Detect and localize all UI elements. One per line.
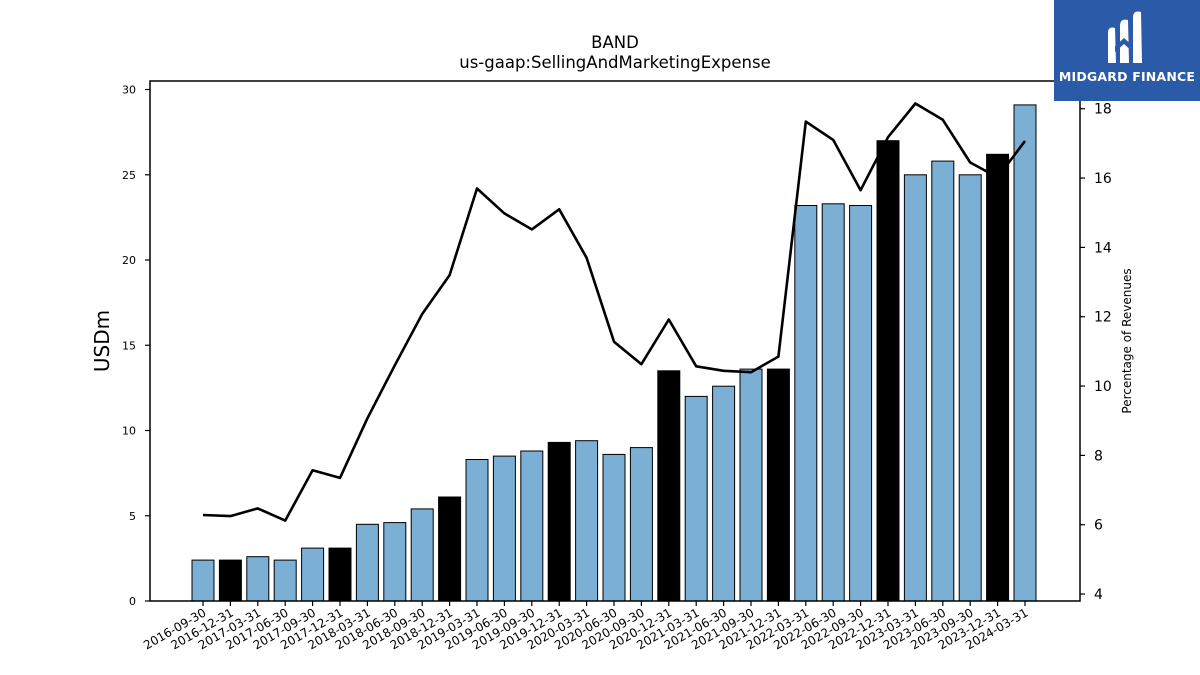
y-right-tick-label: 14 [1094,240,1112,256]
bar-2021-03-31 [684,395,708,602]
y-right-tick-label: 8 [1094,448,1103,464]
y-left-tick-label: 15 [122,339,136,352]
bar-2018-12-31 [438,496,462,602]
y-left-tick-label: 10 [122,425,136,438]
line-layer [202,102,1027,522]
bar-2017-12-31 [328,547,352,602]
bar-2016-09-30 [191,559,215,602]
bar-2019-09-30 [520,450,544,602]
y-right-tick-label: 12 [1094,310,1112,326]
bar-2017-03-31 [246,556,270,602]
bar-2019-06-30 [492,455,516,602]
bar-2021-12-31 [766,368,790,602]
chart-subtitle: us-gaap:SellingAndMarketingExpense [459,53,771,72]
bar-2023-03-31 [903,174,927,602]
bar-2021-09-30 [739,368,763,602]
midgard-finance-logo: MIDGARD FINANCE [1054,0,1200,101]
bar-2018-09-30 [410,508,434,602]
bar-2019-03-31 [465,459,489,602]
bar-2022-12-31 [876,140,900,602]
logo-mark-icon [1108,11,1142,64]
revenue-percentage-line [202,102,1027,522]
y-right-tick-label: 6 [1094,518,1103,534]
logo-text: MIDGARD FINANCE [1058,69,1196,84]
y-right-tick-label: 18 [1094,102,1112,118]
y-left-tick-label: 0 [129,595,136,608]
bar-2023-06-30 [931,160,955,602]
bar-2017-06-30 [273,559,297,602]
bar-2018-06-30 [383,522,407,602]
bar-2020-12-31 [657,370,681,602]
y-axis-left-label: USDm [90,310,114,372]
bars [191,104,1037,602]
plot-frame [149,80,1081,602]
bar-2019-12-31 [547,441,571,602]
bar-2023-09-30 [958,174,982,602]
y-right-tick-label: 16 [1094,171,1112,187]
bar-2022-03-31 [794,205,818,602]
y-left-tick-label: 20 [122,254,136,267]
bar-2016-12-31 [218,559,242,602]
bar-2017-09-30 [301,547,325,602]
bar-2020-03-31 [575,440,599,602]
y-left-tick-label: 5 [129,510,136,523]
bar-2020-06-30 [602,453,626,602]
bar-2022-09-30 [849,205,873,602]
y-axis-right-label: Percentage of Revenues [1120,268,1134,413]
y-right-tick-label: 4 [1094,587,1103,603]
bar-2023-12-31 [986,153,1010,602]
bar-2021-06-30 [712,385,736,602]
right-axis: 4 6 8 10 12 14 16 18 [1080,102,1112,603]
bar-2024-03-31 [1013,104,1037,602]
bar-2022-06-30 [821,203,845,602]
y-right-tick-label: 10 [1094,379,1112,395]
bar-2020-09-30 [629,447,653,602]
chart-title: BAND [591,33,639,52]
bar-2018-03-31 [355,523,379,602]
x-axis: 2016-09-302016-12-312017-03-312017-06-30… [141,601,1031,652]
y-left-tick-label: 25 [122,169,136,182]
y-left-tick-label: 30 [122,84,136,97]
left-axis: 0 5 10 15 20 25 30 [122,84,150,608]
